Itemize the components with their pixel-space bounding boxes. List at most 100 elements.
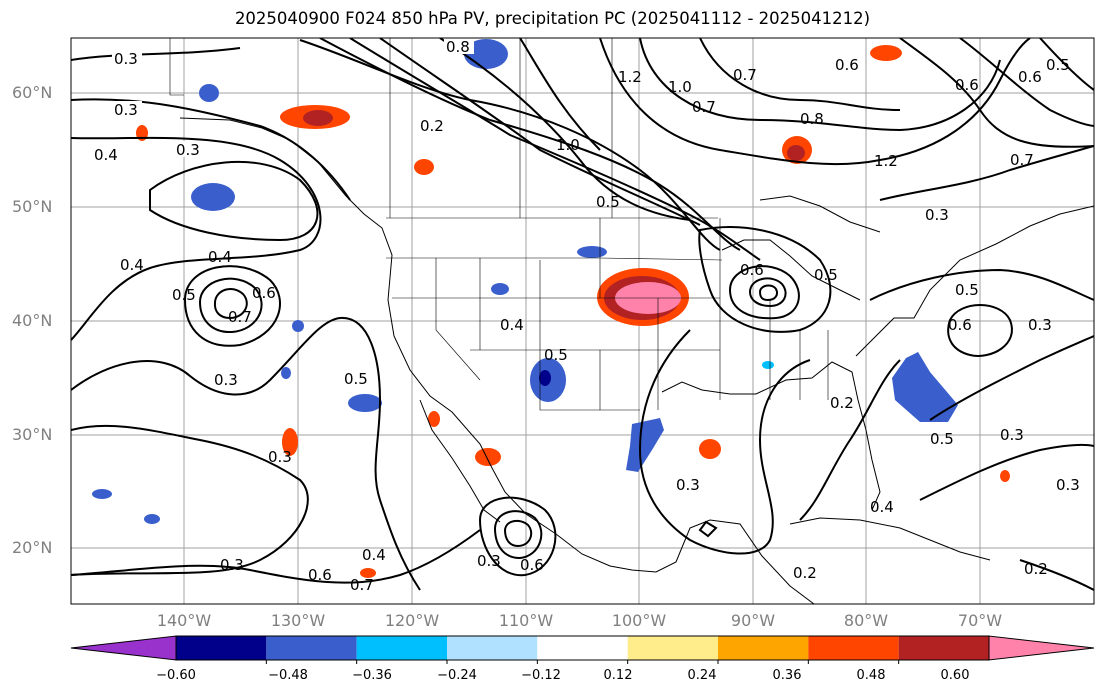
contour-label: 0.4 <box>362 546 386 564</box>
colorbar-tick-label: 0.36 <box>772 668 802 683</box>
colorbar-segment <box>356 636 447 660</box>
colorbar-tick-label: 0.60 <box>940 668 970 683</box>
precip-anomaly-negative <box>281 367 291 379</box>
contour-label: 0.6 <box>740 261 764 279</box>
pv-contours <box>71 38 1094 591</box>
contour-label: 0.3 <box>1028 316 1052 334</box>
contour-label: 0.8 <box>446 38 470 56</box>
precip-anomaly-positive <box>136 125 148 141</box>
contour-label: 1.2 <box>874 152 898 170</box>
contour-label: 0.7 <box>228 308 252 326</box>
contour-label: 0.2 <box>830 394 854 412</box>
colorbar-extend-min <box>70 635 177 661</box>
contour-label: 0.3 <box>220 556 244 574</box>
contour-label: 0.5 <box>930 430 954 448</box>
contour-label: 0.3 <box>114 50 138 68</box>
contour-label: 0.6 <box>948 316 972 334</box>
precip-anomaly-positive <box>1000 470 1010 482</box>
precip-anomaly-positive <box>475 448 501 466</box>
precip-anomaly-positive <box>414 159 434 175</box>
precip-anomaly-negative <box>348 394 382 412</box>
contour-label: 0.6 <box>252 284 276 302</box>
precip-anomaly-negative <box>92 489 112 499</box>
contour-label: 0.3 <box>477 552 501 570</box>
precip-anomaly-negative <box>577 246 607 258</box>
contour-label: 0.2 <box>420 117 444 135</box>
lon-label: 80°W <box>843 611 889 630</box>
contour-label: 0.3 <box>176 141 200 159</box>
contour-label: 0.3 <box>214 371 238 389</box>
colorbar-segment <box>266 636 357 660</box>
contour-label: 0.5 <box>596 193 620 211</box>
contour-label: 0.7 <box>350 576 374 594</box>
precip-anomaly-negative <box>762 361 774 369</box>
lon-label: 100°W <box>611 611 667 630</box>
contour-label: 0.7 <box>1010 151 1034 169</box>
contour-label: 0.2 <box>1024 560 1048 578</box>
contour-label: 0.6 <box>1018 68 1042 86</box>
lon-label: 130°W <box>270 611 326 630</box>
precip-anomaly-negative <box>892 352 958 422</box>
contour-label: 0.5 <box>814 266 838 284</box>
colorbar-tick-label: 0.48 <box>856 668 886 683</box>
contour-label: 0.4 <box>500 316 524 334</box>
contour-label: 0.6 <box>308 566 332 584</box>
colorbar-tick-label: −0.60 <box>156 668 196 683</box>
colorbar-outline <box>175 635 990 661</box>
contour-label: 0.4 <box>870 498 894 516</box>
contour-label: 0.3 <box>925 206 949 224</box>
contour-label: 0.3 <box>114 101 138 119</box>
contour-label: 0.5 <box>544 346 568 364</box>
precip-anomaly-positive <box>360 568 376 578</box>
contour-label: 0.5 <box>344 370 368 388</box>
contour-label: 0.8 <box>800 110 824 128</box>
contour-labels: 0.3 0.8 1.2 1.0 0.7 0.5 0.6 0.3 0.4 0.3 … <box>94 38 1080 594</box>
contour-label: 0.7 <box>692 98 716 116</box>
contour-label: 1.0 <box>668 78 692 96</box>
map-title: 2025040900 F024 850 hPa PV, precipitatio… <box>234 9 871 28</box>
contour-label: 0.3 <box>1000 426 1024 444</box>
colorbar-tick-label: −0.12 <box>521 668 561 683</box>
precip-anomaly-negative <box>199 84 219 102</box>
lat-label: 40°N <box>12 311 53 330</box>
contour-label: 1.0 <box>556 136 580 154</box>
lon-label: 110°W <box>498 611 554 630</box>
contour-label: 0.4 <box>208 248 232 266</box>
precip-anomaly-positive <box>699 439 721 459</box>
colorbar-tick-label: 0.24 <box>687 668 717 683</box>
precip-anomaly-negative <box>191 183 235 211</box>
lon-label: 120°W <box>384 611 440 630</box>
precip-shading <box>92 39 1010 578</box>
contour-label: 0.5 <box>955 281 979 299</box>
lon-label: 140°W <box>156 611 212 630</box>
lat-label: 60°N <box>12 83 53 102</box>
colorbar <box>70 635 1095 664</box>
precip-anomaly-positive <box>428 411 440 427</box>
contour-label: 0.7 <box>733 66 757 84</box>
contour-label: 0.6 <box>955 76 979 94</box>
colorbar-tick-label: −0.36 <box>352 668 392 683</box>
lon-label: 70°W <box>957 611 1003 630</box>
contour-label: 0.2 <box>793 564 817 582</box>
contour-label: 0.6 <box>520 556 544 574</box>
precip-anomaly-positive <box>870 45 902 61</box>
contour-label: 0.5 <box>1046 56 1070 74</box>
contour-label: 0.4 <box>120 256 144 274</box>
colorbar-tick-label: −0.48 <box>268 668 308 683</box>
contour-label: 0.3 <box>268 448 292 466</box>
colorbar-segment <box>537 636 628 660</box>
lat-label: 50°N <box>12 197 53 216</box>
state-borders <box>169 38 829 411</box>
colorbar-extend-max <box>988 635 1095 661</box>
contour-label: 0.5 <box>172 286 196 304</box>
contour-label: 0.6 <box>835 56 859 74</box>
precip-anomaly-negative <box>491 283 509 295</box>
contour-label: 0.3 <box>676 476 700 494</box>
precip-anomaly-negative <box>626 418 664 472</box>
colorbar-tick-label: 0.12 <box>603 668 633 683</box>
colorbar-segment <box>808 636 899 660</box>
colorbar-segment <box>447 636 538 660</box>
colorbar-tick-label: −0.24 <box>437 668 477 683</box>
contour-label: 0.4 <box>94 146 118 164</box>
precip-anomaly-positive <box>282 428 298 456</box>
